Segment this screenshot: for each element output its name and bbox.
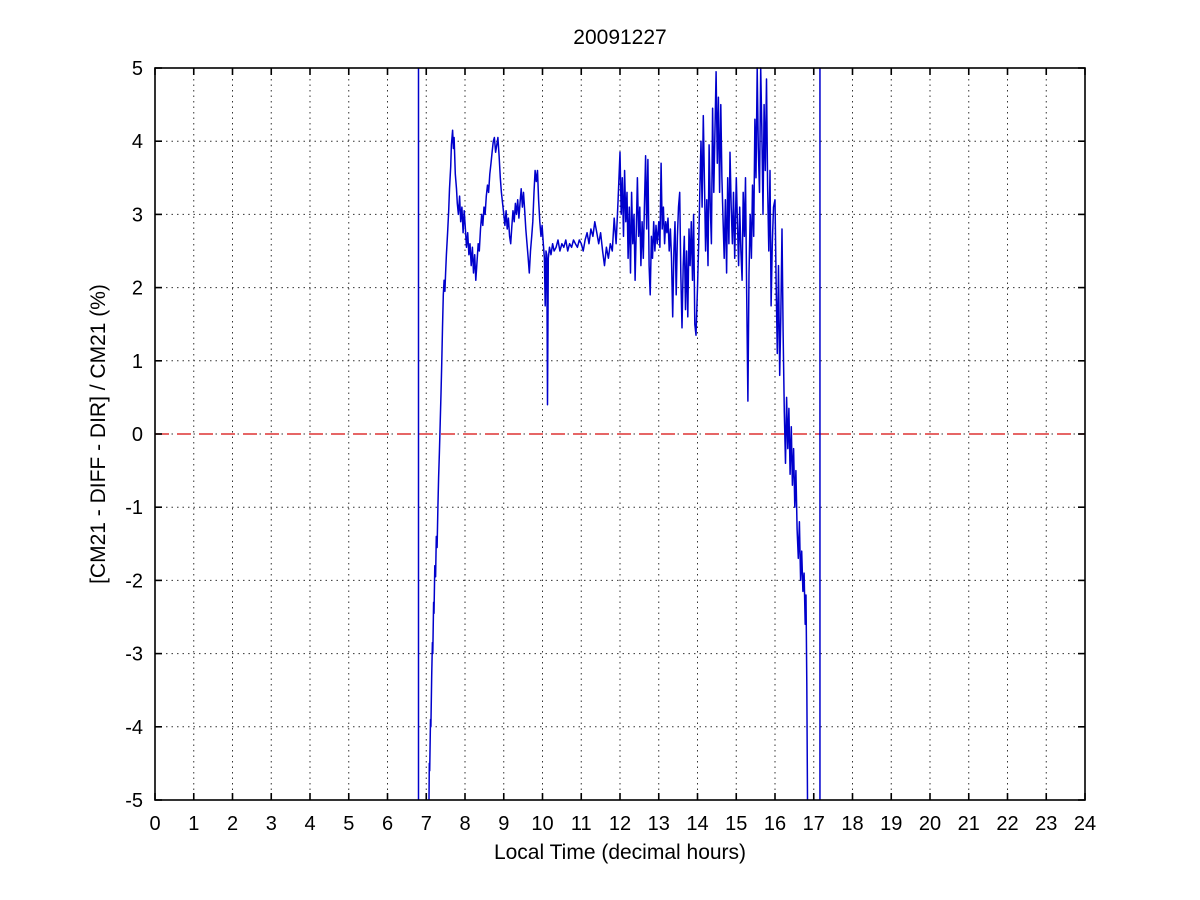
x-tick-label: 6 xyxy=(382,813,393,835)
x-tick-label: 24 xyxy=(1074,813,1096,835)
y-tick-label: -3 xyxy=(125,644,143,666)
series-line xyxy=(428,67,809,801)
x-tick-label: 12 xyxy=(609,813,631,835)
x-tick-label: 10 xyxy=(531,813,553,835)
x-tick-label: 7 xyxy=(421,813,432,835)
x-axis-label: Local Time (decimal hours) xyxy=(493,841,747,864)
x-tick-label: 11 xyxy=(571,813,592,835)
x-tick-label: 23 xyxy=(1035,813,1057,835)
x-tick-label: 18 xyxy=(841,813,863,835)
x-tick-label: 14 xyxy=(686,813,708,835)
x-tick-label: 16 xyxy=(764,813,786,835)
x-tick-label: 8 xyxy=(459,813,470,835)
chart-title: 20091227 xyxy=(573,26,667,49)
x-tick-label: 0 xyxy=(149,813,160,835)
y-tick-label: 5 xyxy=(132,58,143,80)
y-tick-label: 3 xyxy=(132,204,143,226)
y-tick-label: 2 xyxy=(132,278,143,300)
x-tick-label: 13 xyxy=(648,813,670,835)
y-tick-label: -2 xyxy=(125,570,143,592)
x-tick-label: 4 xyxy=(304,813,315,835)
y-tick-label: 4 xyxy=(132,131,143,153)
y-tick-label: -4 xyxy=(125,717,143,739)
y-tick-label: 0 xyxy=(132,424,143,446)
x-tick-label: 20 xyxy=(919,813,941,835)
x-tick-label: 5 xyxy=(343,813,354,835)
x-tick-label: 2 xyxy=(227,813,238,835)
x-tick-label: 15 xyxy=(725,813,747,835)
x-tick-label: 9 xyxy=(498,813,509,835)
y-tick-label: -1 xyxy=(125,497,143,519)
x-tick-label: 22 xyxy=(996,813,1018,835)
x-tick-label: 21 xyxy=(958,813,980,835)
x-tick-label: 17 xyxy=(803,813,825,835)
y-tick-label: 1 xyxy=(132,351,143,373)
x-tick-label: 19 xyxy=(880,813,902,835)
x-tick-label: 3 xyxy=(266,813,277,835)
y-tick-label: -5 xyxy=(125,790,143,812)
x-tick-label: 1 xyxy=(188,813,199,835)
